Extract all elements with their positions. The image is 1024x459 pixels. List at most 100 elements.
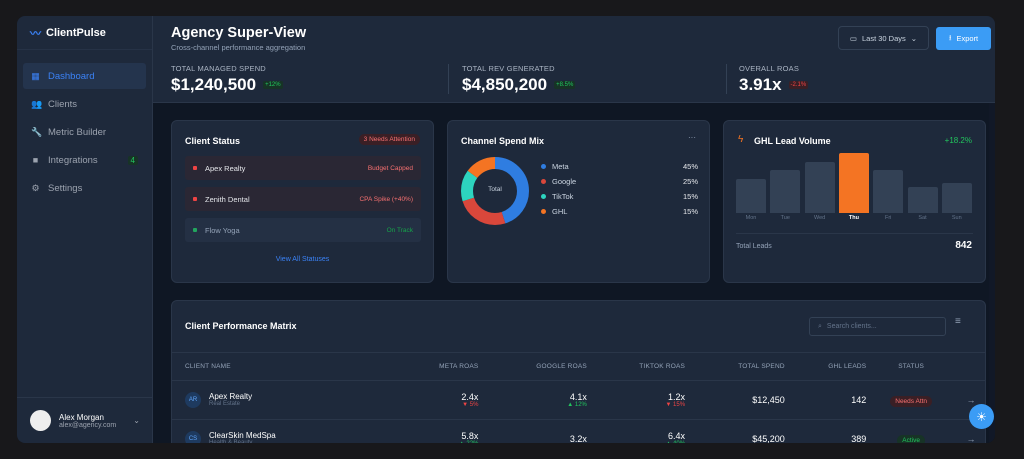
client-avatar: AR — [185, 391, 201, 408]
page-subtitle: Cross-channel performance aggregation — [171, 43, 306, 52]
client-status-card: Client Status 3 Needs Attention Apex Rea… — [171, 120, 434, 283]
lead-change: +18.2% — [944, 136, 972, 145]
kpi-value: 3.91x — [739, 75, 782, 94]
table-row[interactable]: AR Apex Realty Real Estate 2.4x ▼ 5% 4.1x ▲ … — [172, 379, 986, 419]
wrench-icon: 🔧 — [31, 126, 43, 137]
app-window: 〰 ClientPulse ▦ Dashboard 👥 Clients 🔧 Metric… — [17, 16, 995, 443]
view-all-statuses-link[interactable]: View All Statuses — [275, 256, 330, 263]
sidebar-item-label: Integrations — [48, 154, 98, 166]
col-ghl-leads[interactable]: GHL LEADS — [828, 363, 867, 371]
export-button[interactable]: ⭳ Export — [936, 27, 991, 50]
legend-label: TikTok — [552, 192, 574, 201]
kpi-label: TOTAL REV GENERATED — [462, 64, 555, 73]
client-industry: Real Estate — [209, 401, 241, 407]
bar-wed[interactable] — [804, 162, 835, 213]
legend-item-tiktok: TikTok 15% — [541, 192, 698, 201]
kpi-label: TOTAL MANAGED SPEND — [171, 64, 266, 73]
date-range-label: Last 30 Days — [862, 33, 906, 43]
divider — [726, 64, 727, 94]
scrollbar[interactable] — [989, 103, 995, 443]
day-label: Thu — [848, 215, 859, 221]
user-email: alex@agency.com — [59, 421, 117, 429]
bar-tue[interactable] — [770, 169, 801, 213]
client-name: Zenith Dental — [205, 194, 250, 204]
brand-name: ClientPulse — [46, 26, 106, 39]
date-range-select[interactable]: ▭ Last 30 Days ⌄ — [838, 26, 929, 50]
export-label: Export — [956, 34, 979, 43]
kpi-change: +12% — [263, 81, 283, 89]
sidebar-item-integrations[interactable]: ■ Integrations 4 — [23, 147, 146, 173]
bar-sun[interactable] — [941, 183, 972, 213]
col-total-spend[interactable]: TOTAL SPEND — [738, 363, 785, 371]
filter-icon[interactable]: ≡ — [955, 316, 961, 327]
bar-fri[interactable] — [873, 169, 904, 213]
col-tiktok-roas[interactable]: TIKTOK ROAS — [639, 363, 686, 371]
legend-pct: 15% — [682, 207, 698, 216]
legend-dot — [541, 194, 546, 199]
client-status: On Track — [386, 226, 413, 234]
dashboard-content: Client Status 3 Needs Attention Apex Rea… — [153, 103, 995, 443]
brand[interactable]: 〰 ClientPulse — [17, 16, 152, 50]
search-icon: ⌕ — [818, 322, 822, 330]
search-input[interactable]: ⌕ Search clients... — [809, 317, 946, 336]
kpi-total-revenue: TOTAL REV GENERATED $4,850,200 +8.5% — [462, 64, 702, 95]
client-avatar: CS — [185, 430, 201, 443]
sidebar-item-settings[interactable]: ⚙ Settings — [23, 175, 146, 201]
col-status[interactable]: STATUS — [898, 363, 925, 371]
kpi-label: OVERALL ROAS — [739, 64, 800, 73]
bar-thu[interactable] — [838, 153, 869, 213]
day-label: Mon — [745, 215, 757, 221]
day-label: Fri — [884, 215, 892, 221]
roas-change: ▲ 12% — [567, 401, 587, 408]
legend-label: GHL — [552, 207, 568, 216]
ghl-leads: 389 — [784, 418, 867, 443]
needs-attention-badge: 3 Needs Attention — [358, 134, 420, 145]
legend-item-meta: Meta 45% — [541, 162, 698, 171]
divider — [736, 233, 973, 234]
google-roas: 3.2x — [569, 433, 587, 443]
status-row[interactable]: Zenith Dental CPA Spike (+40%) — [185, 187, 421, 211]
donut-slice-ghl — [461, 157, 529, 225]
search-placeholder: Search clients... — [826, 323, 877, 330]
performance-matrix-card: Client Performance Matrix ⌕ Search client… — [171, 300, 986, 443]
bar-sat[interactable] — [907, 187, 938, 213]
roas-change: ▼ 15% — [665, 401, 686, 408]
day-label: Sat — [918, 215, 927, 221]
sidebar-item-dashboard[interactable]: ▦ Dashboard — [23, 63, 146, 89]
roas-change: ▼ 5% — [462, 401, 479, 408]
status-row[interactable]: Apex Realty Budget Capped — [185, 156, 421, 180]
col-client-name[interactable]: CLIENT NAME — [185, 363, 231, 371]
kpi-value: $4,850,200 — [462, 75, 548, 94]
ghl-leads: 142 — [784, 379, 867, 419]
sidebar-item-metric-builder[interactable]: 🔧 Metric Builder — [23, 119, 146, 145]
legend-label: Meta — [552, 162, 569, 171]
dashboard-icon: ▦ — [31, 70, 40, 81]
col-meta-roas[interactable]: META ROAS — [439, 363, 479, 371]
calendar-icon: ▭ — [849, 33, 857, 43]
divider — [448, 64, 449, 94]
meta-roas: 2.4x — [461, 391, 479, 402]
gear-icon: ⚙ — [31, 182, 40, 193]
status-row[interactable]: Flow Yoga On Track — [185, 218, 421, 242]
legend-dot — [541, 209, 546, 214]
user-menu[interactable]: Alex Morgan alex@agency.com ⌄ — [17, 397, 152, 443]
meta-roas: 5.8x — [461, 430, 479, 441]
sun-icon: ☀ — [976, 409, 987, 424]
theme-toggle-button[interactable]: ☀ — [969, 404, 994, 429]
header: Agency Super-View Cross-channel performa… — [153, 16, 995, 103]
roas-change: ▲ 22% — [394, 441, 479, 443]
sidebar-item-label: Settings — [48, 182, 83, 194]
day-label: Tue — [780, 215, 790, 221]
col-google-roas[interactable]: GOOGLE ROAS — [536, 363, 587, 371]
total-leads-label: Total Leads — [736, 243, 772, 250]
sidebar-item-clients[interactable]: 👥 Clients — [23, 91, 146, 117]
card-title: Client Performance Matrix — [185, 321, 297, 331]
bar-mon[interactable] — [736, 178, 766, 213]
client-name: Apex Realty — [205, 163, 246, 173]
legend-pct: 15% — [682, 192, 698, 201]
more-menu-icon[interactable]: ··· — [688, 133, 696, 142]
total-spend: $45,200 — [685, 418, 785, 443]
client-status: Budget Capped — [367, 164, 413, 172]
client-name: Apex Realty — [209, 392, 253, 401]
